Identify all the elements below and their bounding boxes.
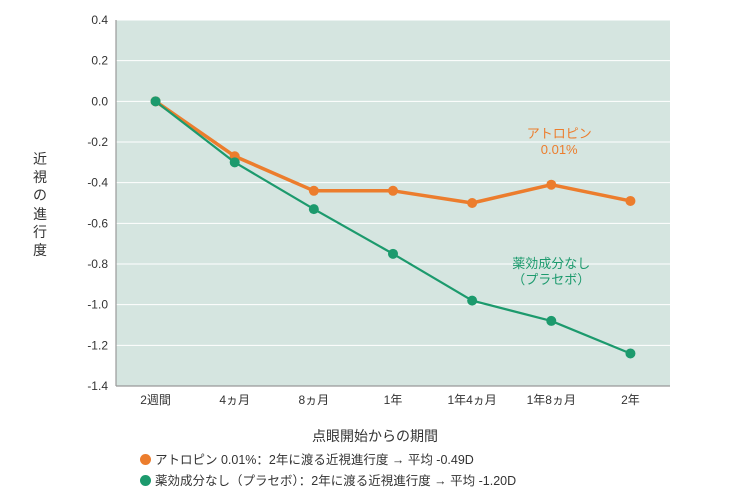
svg-text:0.0: 0.0 [91,94,108,108]
svg-text:0.01%: 0.01% [541,142,578,157]
svg-text:-0.2: -0.2 [87,135,108,149]
svg-text:-1.0: -1.0 [87,298,108,312]
y-axis-label: 近視の進行度 [32,150,48,259]
x-axis-label: 点眼開始からの期間 [0,426,750,446]
svg-text:1年8ヵ月: 1年8ヵ月 [527,393,576,407]
chart-plot: 0.4 0.2 0.0 -0.2 -0.4 -0.6 -0.8 -1.0 -1.2 -1.4 2週間… [60,10,690,430]
svg-text:（プラセボ）: （プラセボ） [512,272,590,287]
legend: アトロピン 0.01%：2年に渡る近視進行度 → 平均 -0.49D 薬効成分な… [140,450,516,493]
svg-text:0.2: 0.2 [91,54,108,68]
chart-container: 近視の進行度 0.4 0.2 0.0 -0.2 -0.4 -0.6 -0.8 -1.0 -1.2… [0,0,750,500]
svg-text:-0.4: -0.4 [87,176,108,190]
svg-text:-1.2: -1.2 [87,338,108,352]
legend-item: 薬効成分なし（プラセボ）：2年に渡る近視進行度 → 平均 -1.20D [140,471,516,492]
svg-text:2週間: 2週間 [140,393,171,407]
svg-text:8ヵ月: 8ヵ月 [299,393,330,407]
legend-text: 薬効成分なし（プラセボ）：2年に渡る近視進行度 → 平均 -1.20D [155,474,516,488]
svg-text:アトロピン: アトロピン [527,126,592,141]
legend-item: アトロピン 0.01%：2年に渡る近視進行度 → 平均 -0.49D [140,450,516,471]
svg-text:-1.4: -1.4 [87,379,108,393]
chart-svg: 0.4 0.2 0.0 -0.2 -0.4 -0.6 -0.8 -1.0 -1.2 -1.4 2週間… [60,10,690,430]
svg-text:-0.8: -0.8 [87,257,108,271]
svg-text:0.4: 0.4 [91,13,108,27]
svg-text:-0.6: -0.6 [87,216,108,230]
svg-text:1年: 1年 [384,393,403,407]
svg-text:1年4ヵ月: 1年4ヵ月 [447,393,496,407]
svg-text:2年: 2年 [621,393,640,407]
svg-text:薬効成分なし: 薬効成分なし [512,256,590,271]
legend-dot-icon [140,475,151,486]
svg-text:4ヵ月: 4ヵ月 [219,393,250,407]
legend-text: アトロピン 0.01%：2年に渡る近視進行度 → 平均 -0.49D [155,453,474,467]
legend-dot-icon [140,454,151,465]
